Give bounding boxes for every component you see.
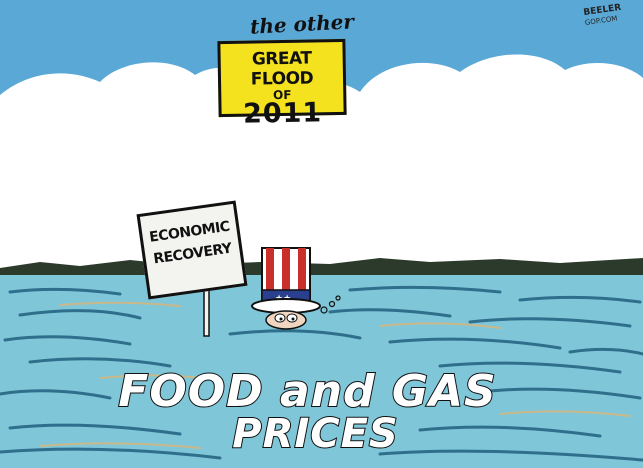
flood-sign-line1: GREAT FLOOD	[250, 48, 314, 90]
water-text-line1: FOOD and GAS	[117, 365, 497, 418]
flood-sign-year: 2011	[242, 97, 323, 130]
bubbles	[320, 295, 341, 314]
water-ripples	[0, 285, 643, 462]
water-text-line2: PRICES	[231, 410, 399, 458]
floodwater	[0, 275, 643, 468]
great-flood-sign: GREAT FLOOD OF 2011	[217, 38, 347, 130]
water-ripples-light	[39, 301, 631, 449]
uncle-sam-eyes	[265, 310, 307, 330]
uncle-sam-hat: ★★	[251, 247, 321, 314]
sign-post	[203, 289, 210, 337]
economic-recovery-sign: ECONOMIC RECOVERY	[136, 200, 248, 300]
